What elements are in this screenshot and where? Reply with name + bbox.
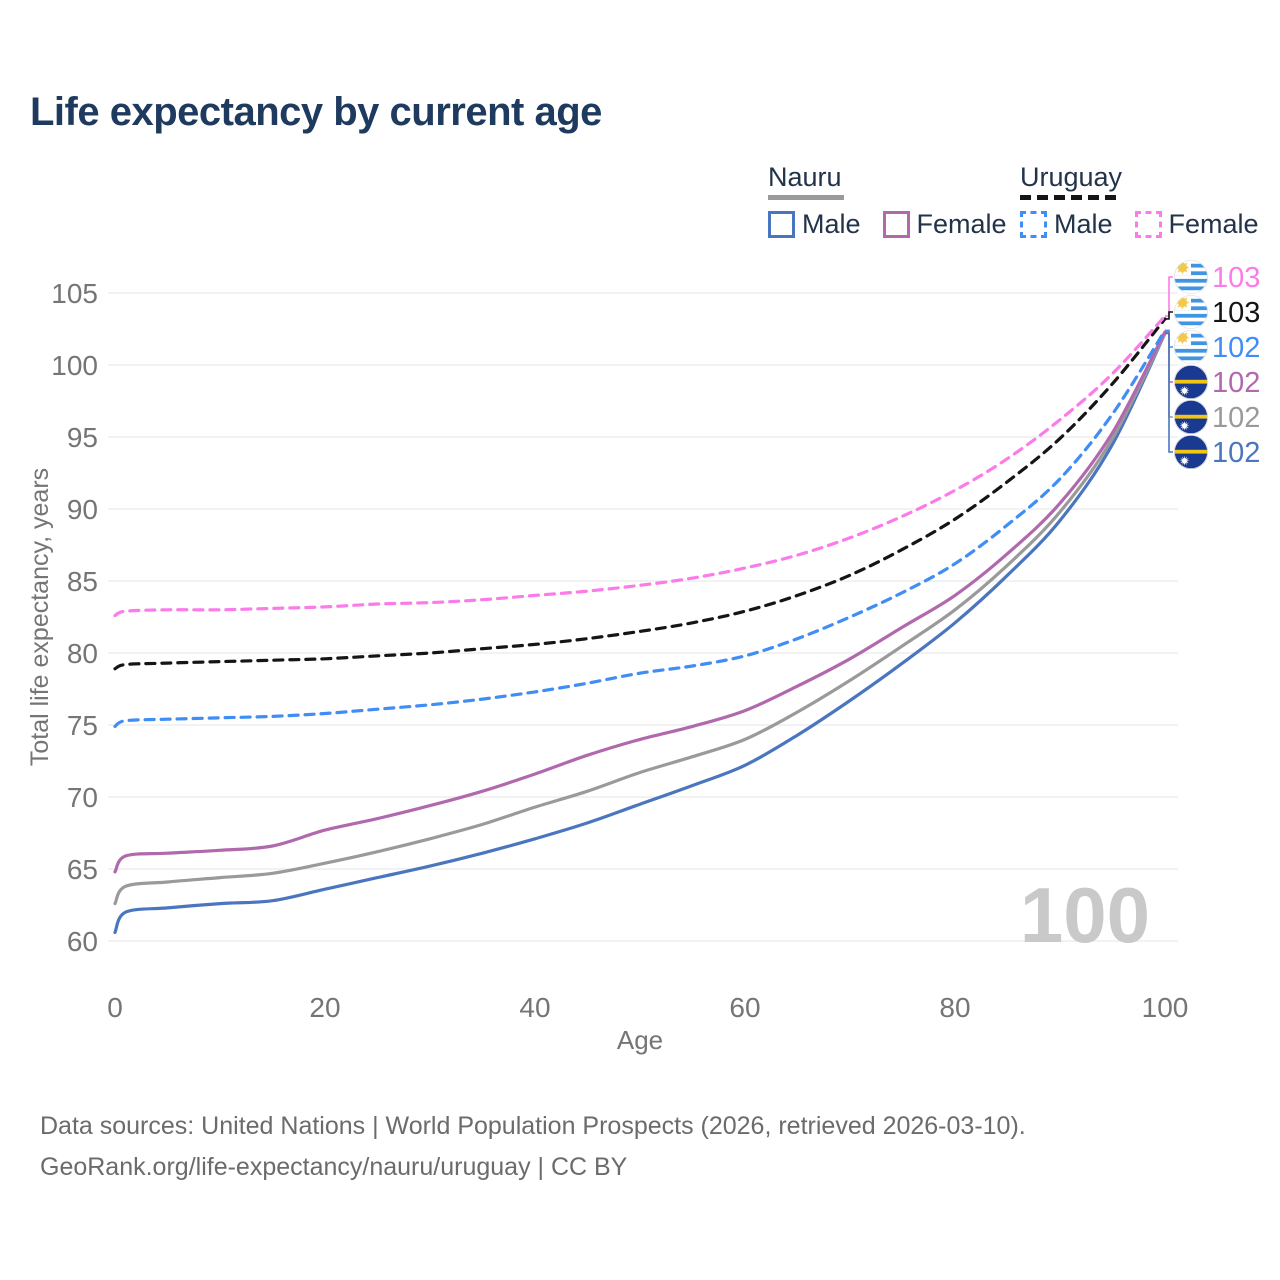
legend-item-nauru-male[interactable]: Male [768,209,861,240]
x-tick-label: 100 [1142,992,1189,1023]
legend-country-uruguay: Uruguay [1020,162,1123,192]
legend-underline-uruguay [1020,195,1122,200]
uruguay-female-swatch-icon [1134,211,1162,238]
uruguay-flag-icon [1174,295,1208,329]
y-axis-title: Total life expectancy, years [26,468,54,766]
end-value-label: 103 [1212,297,1260,329]
legend-group-uruguay: Uruguay Male Female [1020,162,1280,240]
y-tick-label: 65 [67,854,98,885]
legend-underline-nauru [768,195,844,200]
y-tick-label: 100 [51,350,98,381]
series-line-uruguay-male[interactable] [113,328,1167,728]
nauru-flag-icon [1174,400,1208,434]
legend-row-uruguay: Male Female [1020,209,1280,240]
legend-country-nauru: Nauru [768,162,842,192]
y-tick-label: 60 [67,926,98,957]
uruguay-male-swatch-icon [1020,211,1047,238]
x-tick-label: 40 [519,992,550,1023]
nauru-flag-icon [1174,365,1208,399]
legend-item-nauru-female[interactable]: Female [882,209,1007,240]
uruguay-flag-icon [1174,260,1208,294]
x-axis-title: Age [617,1025,663,1055]
legend-item-uruguay-male[interactable]: Male [1020,209,1113,240]
end-value-label: 102 [1212,367,1260,399]
end-value-label: 103 [1212,262,1260,294]
legend-label: Female [916,209,1007,239]
end-value-label: 102 [1212,402,1260,434]
chart-footer: Data sources: United Nations | World Pop… [40,1106,1026,1188]
nauru-male-swatch-icon [768,211,795,238]
uruguay-flag-icon [1174,330,1208,364]
end-label-connector [1165,276,1173,317]
legend-item-uruguay-female[interactable]: Female [1134,209,1259,240]
y-tick-label: 85 [67,566,98,597]
legend-group-nauru: Nauru Male Female [768,162,1029,240]
legend-label: Female [1168,209,1259,239]
end-label-connector [1165,311,1173,320]
legend-label: Male [1054,209,1113,239]
plot-area[interactable] [115,280,1165,941]
legend-label: Male [802,209,861,239]
series-line-nauru-male[interactable] [113,331,1167,934]
legend-row-nauru: Male Female [768,209,1029,240]
attribution-link[interactable]: GeoRank.org/life-expectancy/nauru/urugua… [40,1153,628,1181]
y-tick-label: 70 [67,782,98,813]
x-tick-label: 20 [309,992,340,1023]
x-tick-label: 60 [729,992,760,1023]
end-label-connector [1165,332,1173,453]
nauru-flag-icon [1174,435,1208,469]
series-line-uruguay-female[interactable] [113,314,1167,618]
end-value-label: 102 [1212,332,1260,364]
nauru-female-swatch-icon [882,211,910,238]
y-tick-label: 105 [51,278,98,309]
y-tick-label: 75 [67,710,98,741]
data-source-text: Data sources: United Nations | World Pop… [40,1112,1026,1140]
y-tick-label: 80 [67,638,98,669]
end-value-label: 102 [1212,437,1260,469]
x-tick-label: 80 [939,992,970,1023]
y-tick-label: 90 [67,494,98,525]
series-line-nauru-both-sexes[interactable] [113,331,1167,906]
series-line-uruguay-both-sexes[interactable] [113,317,1167,671]
x-tick-label: 0 [107,992,123,1023]
series-line-nauru-female[interactable] [113,330,1167,874]
y-tick-label: 95 [67,422,98,453]
age-watermark: 100 [1020,871,1150,959]
page-title: Life expectancy by current age [30,90,602,134]
